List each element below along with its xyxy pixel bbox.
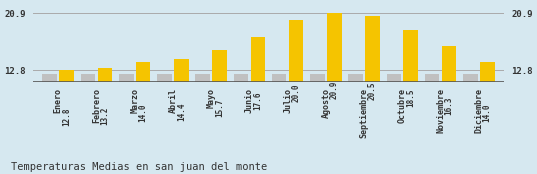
Bar <box>157 74 172 160</box>
Text: 12.8: 12.8 <box>62 108 71 126</box>
Text: 17.6: 17.6 <box>253 92 262 110</box>
Bar <box>327 13 342 160</box>
Text: 20.5: 20.5 <box>368 82 377 100</box>
Bar <box>234 74 248 160</box>
Text: Temperaturas Medias en san juan del monte: Temperaturas Medias en san juan del mont… <box>11 162 267 172</box>
Bar <box>119 74 134 160</box>
Bar <box>195 74 210 160</box>
Bar <box>425 74 439 160</box>
Bar <box>349 74 363 160</box>
Bar <box>272 74 286 160</box>
Bar <box>387 74 401 160</box>
Bar <box>463 74 478 160</box>
Text: 15.7: 15.7 <box>215 98 224 117</box>
Bar <box>365 16 380 160</box>
Text: 13.2: 13.2 <box>100 107 110 125</box>
Text: 18.5: 18.5 <box>407 89 415 107</box>
Text: 20.9: 20.9 <box>330 81 339 99</box>
Text: 20.0: 20.0 <box>292 84 301 102</box>
Text: 14.0: 14.0 <box>139 104 148 122</box>
Bar <box>174 59 188 160</box>
Bar <box>81 74 95 160</box>
Bar <box>289 20 303 160</box>
Bar <box>59 70 74 160</box>
Bar <box>480 62 495 160</box>
Bar <box>251 37 265 160</box>
Bar <box>442 46 456 160</box>
Bar <box>42 74 57 160</box>
Bar <box>310 74 325 160</box>
Bar <box>98 68 112 160</box>
Text: 16.3: 16.3 <box>445 96 454 115</box>
Text: 14.4: 14.4 <box>177 102 186 121</box>
Bar <box>212 50 227 160</box>
Bar <box>136 62 150 160</box>
Bar <box>403 30 418 160</box>
Text: 14.0: 14.0 <box>483 104 492 122</box>
